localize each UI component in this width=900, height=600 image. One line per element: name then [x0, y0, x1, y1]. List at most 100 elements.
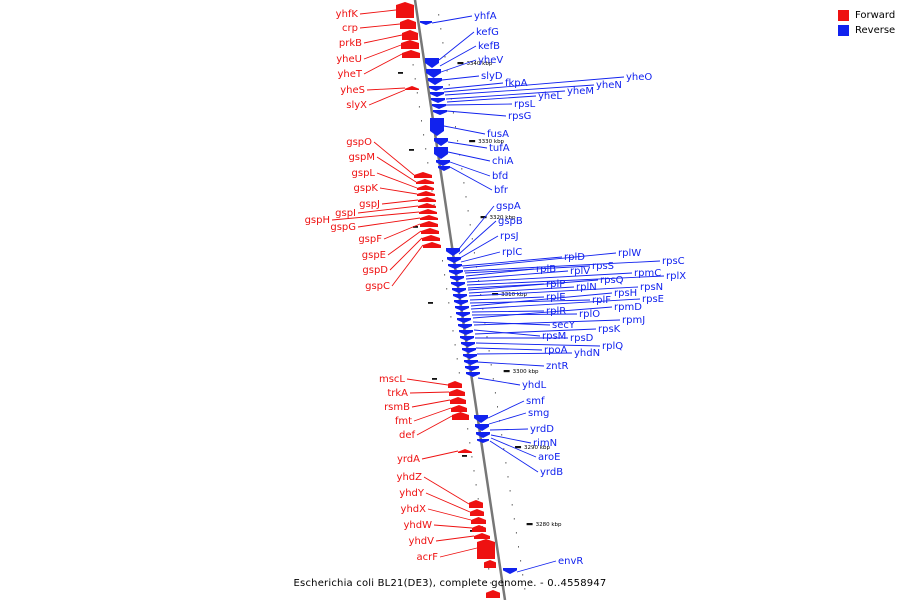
reverse-gene-label: smf [526, 396, 545, 407]
forward-gene-arrow [474, 533, 490, 539]
axis-tick-label: 3280 kbp [536, 522, 562, 528]
guide-dot-right [480, 294, 482, 296]
reverse-gene-label: rplN [576, 282, 597, 293]
reverse-gene-arrow [433, 110, 447, 115]
forward-gene-label: yhdW [404, 520, 433, 531]
reverse-gene-label: tufA [489, 143, 510, 154]
forward-gene-arrow [472, 525, 486, 532]
reverse-gene-label-leader [476, 352, 573, 355]
guide-dot-right [465, 196, 467, 198]
forward-gene-arrow [400, 19, 416, 29]
forward-gene-label-leader [425, 492, 471, 513]
reverse-gene-label-leader [443, 76, 625, 93]
reverse-gene-label-leader [470, 292, 613, 307]
forward-gene-arrow [416, 179, 434, 184]
forward-gene-label: gspK [354, 183, 379, 194]
reverse-gene-arrow [453, 294, 467, 299]
reverse-gene-arrow [447, 257, 461, 263]
forward-gene-label-leader [413, 407, 452, 422]
reverse-gene-arrow [459, 330, 473, 335]
reverse-gene-arrow [431, 98, 445, 103]
guide-dot-left [456, 358, 458, 360]
guide-dot-right [486, 336, 488, 338]
reverse-gene-label: gspA [496, 201, 521, 212]
reverse-gene-label: rplB [536, 264, 556, 275]
reverse-gene-label: rpsM [542, 331, 566, 342]
legend-forward-swatch [838, 10, 849, 21]
guide-dot-right [448, 84, 450, 86]
reverse-gene-label: rpsS [592, 261, 614, 272]
forward-gene-label-leader [359, 23, 401, 29]
reverse-gene-arrow [436, 160, 450, 166]
guide-dot-right [467, 210, 469, 212]
forward-gene-label-leader [433, 524, 473, 529]
legend-reverse: Reverse [838, 23, 895, 38]
reverse-gene-arrow [449, 270, 463, 275]
forward-gene-label-leader [421, 450, 459, 460]
forward-gene-label: yhdZ [397, 472, 423, 483]
reverse-gene-arrow [454, 300, 468, 305]
reverse-gene-label-leader [463, 260, 661, 272]
guide-dot-right [438, 14, 440, 16]
reverse-gene-arrow [463, 354, 477, 359]
axis-tick-mark [469, 140, 476, 143]
reverse-gene-arrow [420, 21, 432, 25]
guide-dot-right [444, 56, 446, 58]
reverse-gene-label: rplW [618, 248, 641, 259]
axis-tick-mark [515, 446, 522, 449]
forward-gene-label: gspO [346, 137, 372, 148]
forward-gene-arrow [423, 242, 441, 248]
reverse-gene-label-leader [471, 313, 578, 316]
forward-gene-label-leader [439, 547, 478, 558]
forward-gene-label-leader [423, 476, 470, 505]
forward-gene-label-leader [359, 9, 397, 15]
reverse-gene-label-leader [458, 220, 497, 255]
guide-dot-left [431, 190, 433, 192]
forward-gene-arrow [420, 215, 438, 220]
forward-gene-arrow [452, 412, 469, 420]
reverse-gene-label: rpsJ [500, 231, 519, 242]
guide-dot-left [452, 330, 454, 332]
forward-gene-label: yhdX [401, 504, 427, 515]
reverse-gene-label: fkpA [505, 78, 528, 89]
forward-gene-label-leader [363, 34, 403, 44]
reverse-gene-label: kefB [478, 41, 500, 52]
forward-gene-label: gspJ [359, 199, 380, 210]
reverse-gene-label: rplP [546, 279, 565, 290]
reverse-gene-label: yhdN [574, 348, 600, 359]
reverse-gene-arrow [428, 78, 442, 85]
forward-gene-label-leader [381, 199, 419, 205]
forward-gene-label-leader [373, 141, 415, 176]
reverse-gene-label: rpsK [598, 324, 621, 335]
guide-dot-right [471, 238, 473, 240]
axis-tick-label: 3340 kbp [466, 61, 492, 67]
guide-dot-right [488, 350, 490, 352]
reverse-gene-label-leader [442, 82, 504, 90]
reverse-gene-label: rpmD [614, 302, 642, 313]
reverse-gene-label: rplV [570, 266, 590, 277]
forward-gene-label: gspF [358, 234, 382, 245]
reverse-gene-arrow [425, 58, 439, 68]
legend: Forward Reverse [838, 8, 895, 38]
guide-dot-left [454, 344, 456, 346]
reverse-gene-label: rpsN [640, 282, 663, 293]
reverse-gene-label: yheN [596, 80, 622, 91]
forward-gene-arrow [420, 221, 438, 227]
reverse-gene-label-leader [467, 279, 599, 291]
axis-tick-label: 3330 kbp [478, 139, 504, 145]
forward-gene-arrow [471, 517, 486, 524]
reverse-gene-label-leader [449, 166, 493, 191]
guide-dot-right [452, 112, 454, 114]
reverse-gene-label: kefG [476, 27, 499, 38]
reverse-gene-label: yrdB [540, 467, 563, 478]
guide-dot-left [418, 106, 420, 108]
forward-gene-label-leader [391, 244, 424, 287]
forward-gene-arrow [405, 86, 419, 90]
forward-gene-label-leader [366, 87, 406, 91]
guide-dot-left [473, 470, 475, 472]
reverse-gene-label-leader [490, 437, 537, 458]
reverse-gene-arrow [426, 69, 441, 78]
reverse-gene-label: yheV [478, 55, 503, 66]
reverse-gene-label: rpsD [570, 333, 594, 344]
forward-gene-label: gspD [362, 265, 388, 276]
